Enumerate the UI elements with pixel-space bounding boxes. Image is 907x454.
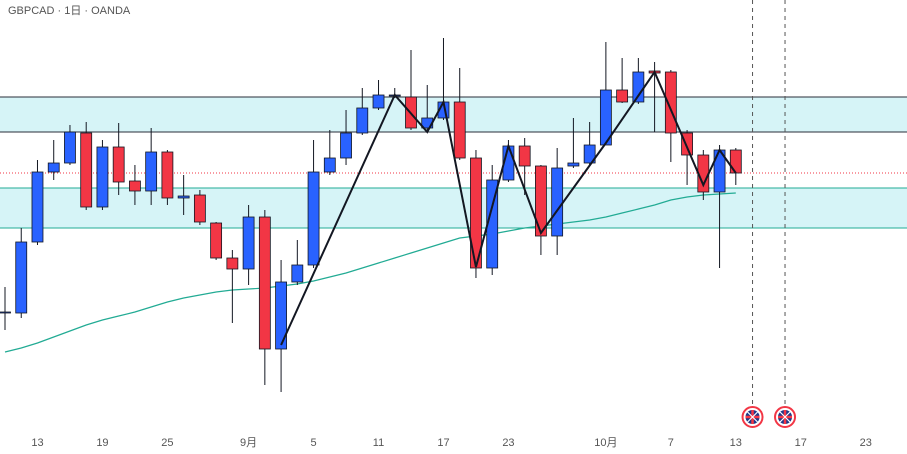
candle-body <box>15 241 28 314</box>
candle-body <box>340 132 352 159</box>
candle-body <box>145 151 158 192</box>
candle-body <box>567 162 580 167</box>
plot <box>0 0 907 428</box>
candle-body <box>616 89 629 103</box>
candle-body <box>129 180 141 192</box>
candle-body <box>0 311 11 314</box>
candle-body <box>64 131 76 164</box>
zigzag <box>280 69 737 346</box>
candle-body <box>729 149 742 174</box>
x-tick-label: 17 <box>437 437 449 449</box>
candle-body <box>275 281 287 350</box>
candle-body <box>356 107 369 134</box>
x-tick-label: 7 <box>668 437 674 449</box>
x-tick-label: 13 <box>31 437 43 449</box>
candle-body <box>177 195 190 199</box>
candle-body <box>453 101 466 159</box>
x-tick-label: 13 <box>730 437 742 449</box>
candle-body <box>161 151 174 199</box>
candle-body <box>193 194 206 223</box>
x-tick-label: 5 <box>310 437 316 449</box>
candle-body <box>535 165 547 237</box>
candle-body <box>599 89 612 146</box>
zone <box>0 97 907 132</box>
x-tick-label: 23 <box>860 437 872 449</box>
candle-body <box>518 145 531 167</box>
candle-body <box>551 167 564 237</box>
x-tick-label: 9月 <box>240 437 257 449</box>
x-tick-label: 19 <box>96 437 108 449</box>
candle-body <box>372 94 385 109</box>
chart-title: GBPCAD · 1日 · OANDA <box>8 5 131 17</box>
candle-body <box>323 157 336 173</box>
candle-body <box>664 71 677 134</box>
candle-body <box>307 171 320 266</box>
candle-body <box>242 216 255 270</box>
moving-average <box>4 192 736 353</box>
candle-body <box>112 146 125 183</box>
event-flag-diag <box>779 411 791 423</box>
candle-body <box>632 71 645 103</box>
candle-body <box>80 132 93 208</box>
candle-body <box>47 162 60 173</box>
candle-body <box>291 264 304 283</box>
zone <box>0 188 907 228</box>
x-tick-label: 17 <box>795 437 807 449</box>
candle-body <box>681 132 693 156</box>
candle-body <box>470 157 482 269</box>
x-tick-label: 23 <box>502 437 514 449</box>
candle-body <box>31 171 44 243</box>
x-tick-label: 25 <box>161 437 173 449</box>
x-tick-label: 10月 <box>594 437 617 449</box>
candle-body <box>226 257 239 270</box>
candle-body <box>96 146 109 208</box>
event-flag-diag <box>747 411 758 423</box>
x-tick-label: 11 <box>373 437 384 449</box>
candle-body <box>583 144 596 164</box>
candle-body <box>258 216 271 350</box>
candle-body <box>210 222 223 259</box>
